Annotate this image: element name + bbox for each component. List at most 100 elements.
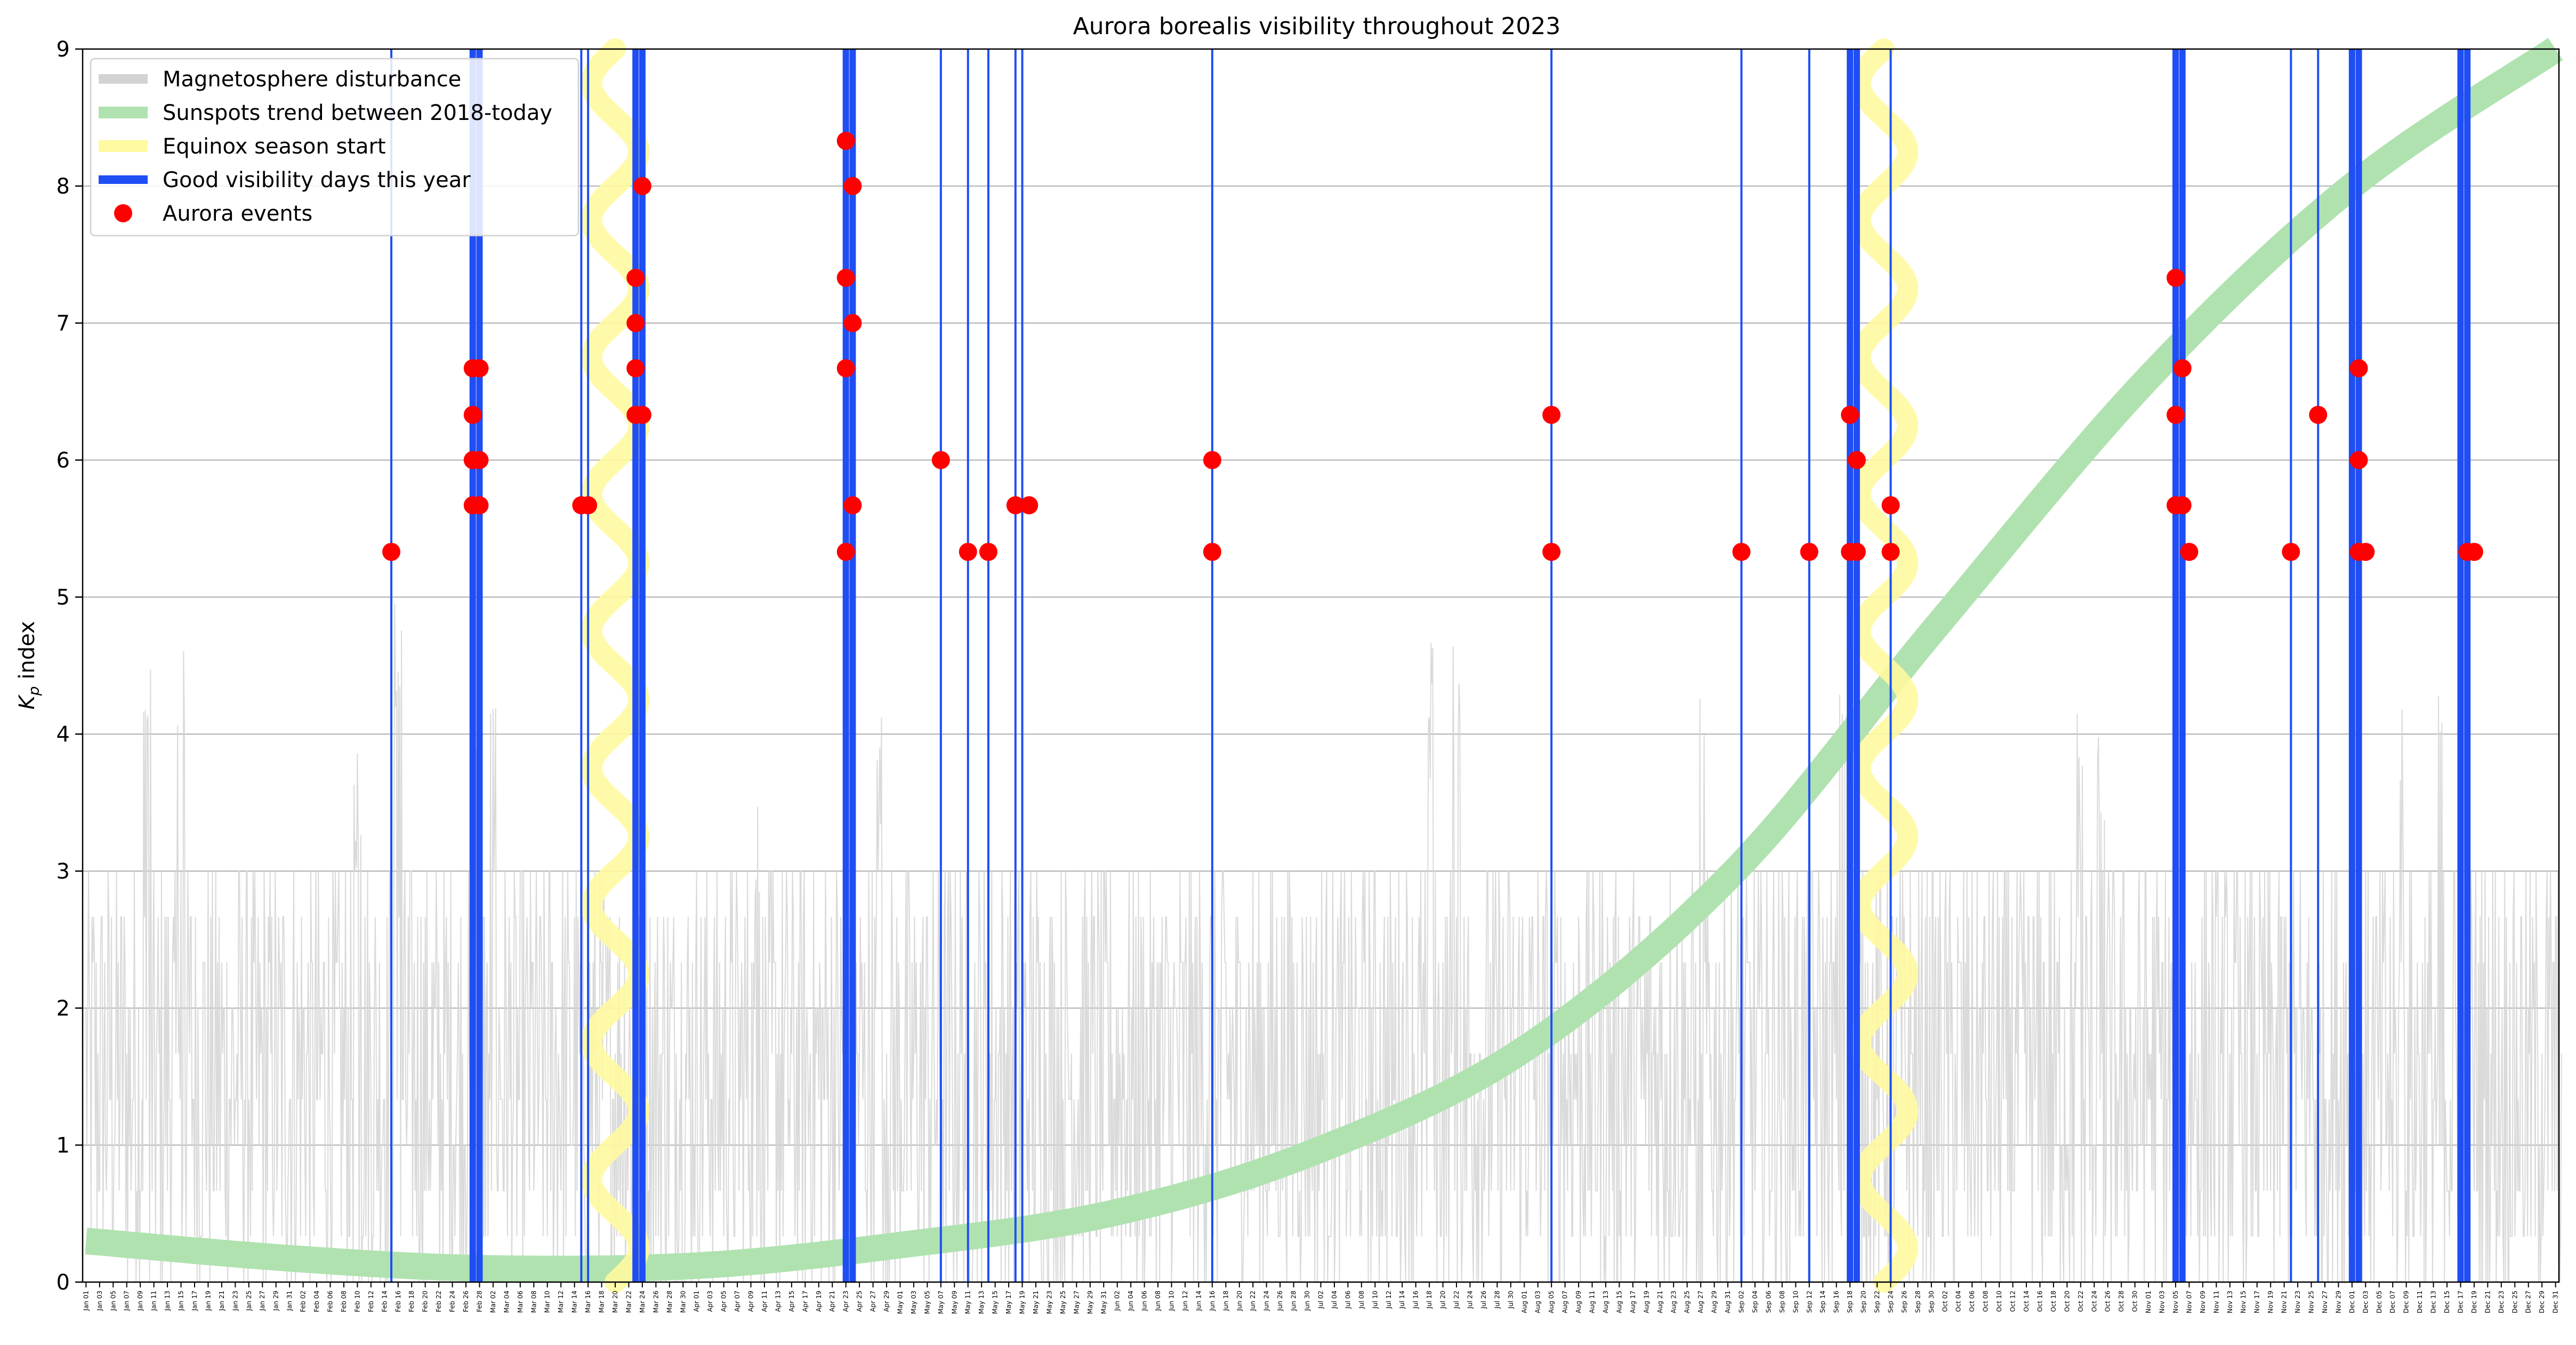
x-tick-label: Jul 26 xyxy=(1480,1291,1487,1309)
x-tick-label: Mar 10 xyxy=(544,1291,551,1313)
x-tick-label: Jan 05 xyxy=(109,1291,117,1311)
x-tick-label: Aug 31 xyxy=(1724,1291,1732,1314)
x-tick-label: Dec 07 xyxy=(2389,1291,2396,1313)
sunspots-trend-series xyxy=(78,38,2564,1283)
x-tick-label: Apr 19 xyxy=(815,1291,823,1312)
aurora-event-point xyxy=(843,177,862,195)
aurora-event-point xyxy=(843,314,862,332)
x-tick-label: Mar 20 xyxy=(611,1291,619,1313)
aurora-event-point xyxy=(626,269,645,287)
aurora-event-point xyxy=(1847,451,1866,469)
x-tick-label: Oct 04 xyxy=(1955,1291,1962,1312)
x-tick-label: May 23 xyxy=(1045,1291,1053,1314)
x-tick-label: May 15 xyxy=(992,1291,999,1314)
x-tick-label: Jan 03 xyxy=(96,1291,103,1311)
aurora-event-point xyxy=(633,406,651,424)
aurora-event-point xyxy=(470,451,489,469)
aurora-event-point xyxy=(931,451,950,469)
chart-title: Aurora borealis visibility throughout 20… xyxy=(1073,13,1561,40)
x-tick-label: Jun 22 xyxy=(1249,1291,1257,1311)
x-tick-label: May 25 xyxy=(1059,1291,1067,1314)
x-tick-label: Aug 01 xyxy=(1520,1291,1528,1314)
aurora-event-point xyxy=(1732,543,1751,561)
x-tick-label: Jan 23 xyxy=(231,1291,239,1311)
y-tick-label: 3 xyxy=(57,859,70,884)
x-tick-label: Apr 05 xyxy=(720,1291,728,1312)
x-tick-label: Jul 16 xyxy=(1412,1291,1420,1309)
y-tick-label: 2 xyxy=(57,996,70,1021)
x-tick-label: Nov 03 xyxy=(2159,1291,2166,1314)
x-tick-label: Sep 28 xyxy=(1914,1291,1921,1313)
x-tick-label: Oct 26 xyxy=(2104,1291,2112,1312)
x-tick-label: May 07 xyxy=(937,1291,945,1314)
x-tick-label: Nov 23 xyxy=(2294,1291,2301,1314)
x-tick-label: May 13 xyxy=(978,1291,985,1314)
aurora-event-point xyxy=(470,496,489,514)
aurora-event-point xyxy=(1203,451,1221,469)
x-tick-label: Jul 20 xyxy=(1439,1291,1447,1309)
x-tick-label: May 31 xyxy=(1100,1291,1107,1314)
legend-label: Magnetosphere disturbance xyxy=(163,67,461,92)
x-tick-label: Jun 18 xyxy=(1222,1291,1229,1311)
x-tick-label: Nov 19 xyxy=(2267,1291,2274,1314)
x-tick-label: Feb 14 xyxy=(381,1291,388,1312)
x-tick-label: Dec 29 xyxy=(2538,1291,2546,1313)
x-tick-label: Nov 07 xyxy=(2185,1291,2193,1314)
aurora-event-point xyxy=(2349,359,2368,377)
aurora-event-point xyxy=(2166,269,2185,287)
x-tick-label: Aug 25 xyxy=(1684,1291,1691,1314)
x-tick-label: Sep 24 xyxy=(1887,1291,1894,1313)
x-tick-label: Jan 29 xyxy=(272,1291,280,1311)
x-tick-label: Nov 21 xyxy=(2281,1291,2288,1314)
x-tick-label: Nov 05 xyxy=(2172,1291,2179,1314)
x-tick-label: May 21 xyxy=(1032,1291,1040,1314)
x-tick-label: Jan 21 xyxy=(218,1291,226,1311)
aurora-event-point xyxy=(2180,543,2199,561)
x-tick-label: Jun 20 xyxy=(1236,1291,1243,1311)
x-tick-label: Jul 08 xyxy=(1358,1291,1365,1309)
x-tick-label: May 09 xyxy=(951,1291,958,1314)
x-tick-label: Mar 26 xyxy=(652,1291,659,1313)
y-tick-label: 9 xyxy=(57,37,70,62)
x-tick-label: Aug 09 xyxy=(1575,1291,1582,1314)
legend-label: Good visibility days this year xyxy=(163,168,471,192)
aurora-event-point xyxy=(2465,543,2483,561)
x-tick-label: May 29 xyxy=(1086,1291,1094,1314)
x-tick-label: Apr 15 xyxy=(788,1291,795,1312)
x-tick-label: Dec 25 xyxy=(2511,1291,2518,1313)
x-tick-label: Feb 18 xyxy=(408,1291,415,1312)
x-tick-label: Jun 28 xyxy=(1290,1291,1298,1311)
x-tick-label: Oct 16 xyxy=(2036,1291,2043,1312)
x-tick-label: Oct 20 xyxy=(2063,1291,2071,1312)
x-tick-label: Dec 01 xyxy=(2348,1291,2356,1313)
x-tick-label: Nov 11 xyxy=(2212,1291,2220,1314)
aurora-event-point xyxy=(979,543,997,561)
x-tick-label: Jul 18 xyxy=(1426,1291,1433,1309)
x-tick-label: Jul 06 xyxy=(1344,1291,1351,1309)
x-tick-label: Sep 10 xyxy=(1792,1291,1799,1313)
x-tick-label: Nov 09 xyxy=(2199,1291,2207,1314)
x-tick-label: Nov 01 xyxy=(2145,1291,2152,1314)
x-tick-label: Aug 15 xyxy=(1615,1291,1623,1314)
x-tick-label: Jan 09 xyxy=(136,1291,144,1311)
x-tick-label: Jan 07 xyxy=(123,1291,131,1311)
x-tick-label: Mar 18 xyxy=(598,1291,606,1313)
x-tick-label: Aug 03 xyxy=(1534,1291,1542,1314)
x-tick-label: Jun 24 xyxy=(1263,1291,1270,1311)
x-tick-label: Feb 08 xyxy=(340,1291,348,1312)
aurora-event-point xyxy=(1800,543,1818,561)
aurora-event-point xyxy=(1542,543,1561,561)
magnetosphere-disturbance-series xyxy=(85,603,2562,1283)
aurora-event-point xyxy=(633,177,651,195)
aurora-event-point xyxy=(2173,496,2192,514)
aurora-event-point xyxy=(626,314,645,332)
x-tick-label: Jun 10 xyxy=(1168,1291,1176,1311)
y-axis-label: Kp index xyxy=(15,621,43,710)
x-tick-label: Sep 30 xyxy=(1928,1291,1935,1313)
x-tick-label: Feb 22 xyxy=(435,1291,442,1312)
x-tick-label: Apr 17 xyxy=(801,1291,809,1312)
x-tick-label: Oct 06 xyxy=(1968,1291,1976,1312)
x-tick-label: Mar 06 xyxy=(517,1291,524,1313)
x-tick-label: Dec 13 xyxy=(2430,1291,2437,1313)
